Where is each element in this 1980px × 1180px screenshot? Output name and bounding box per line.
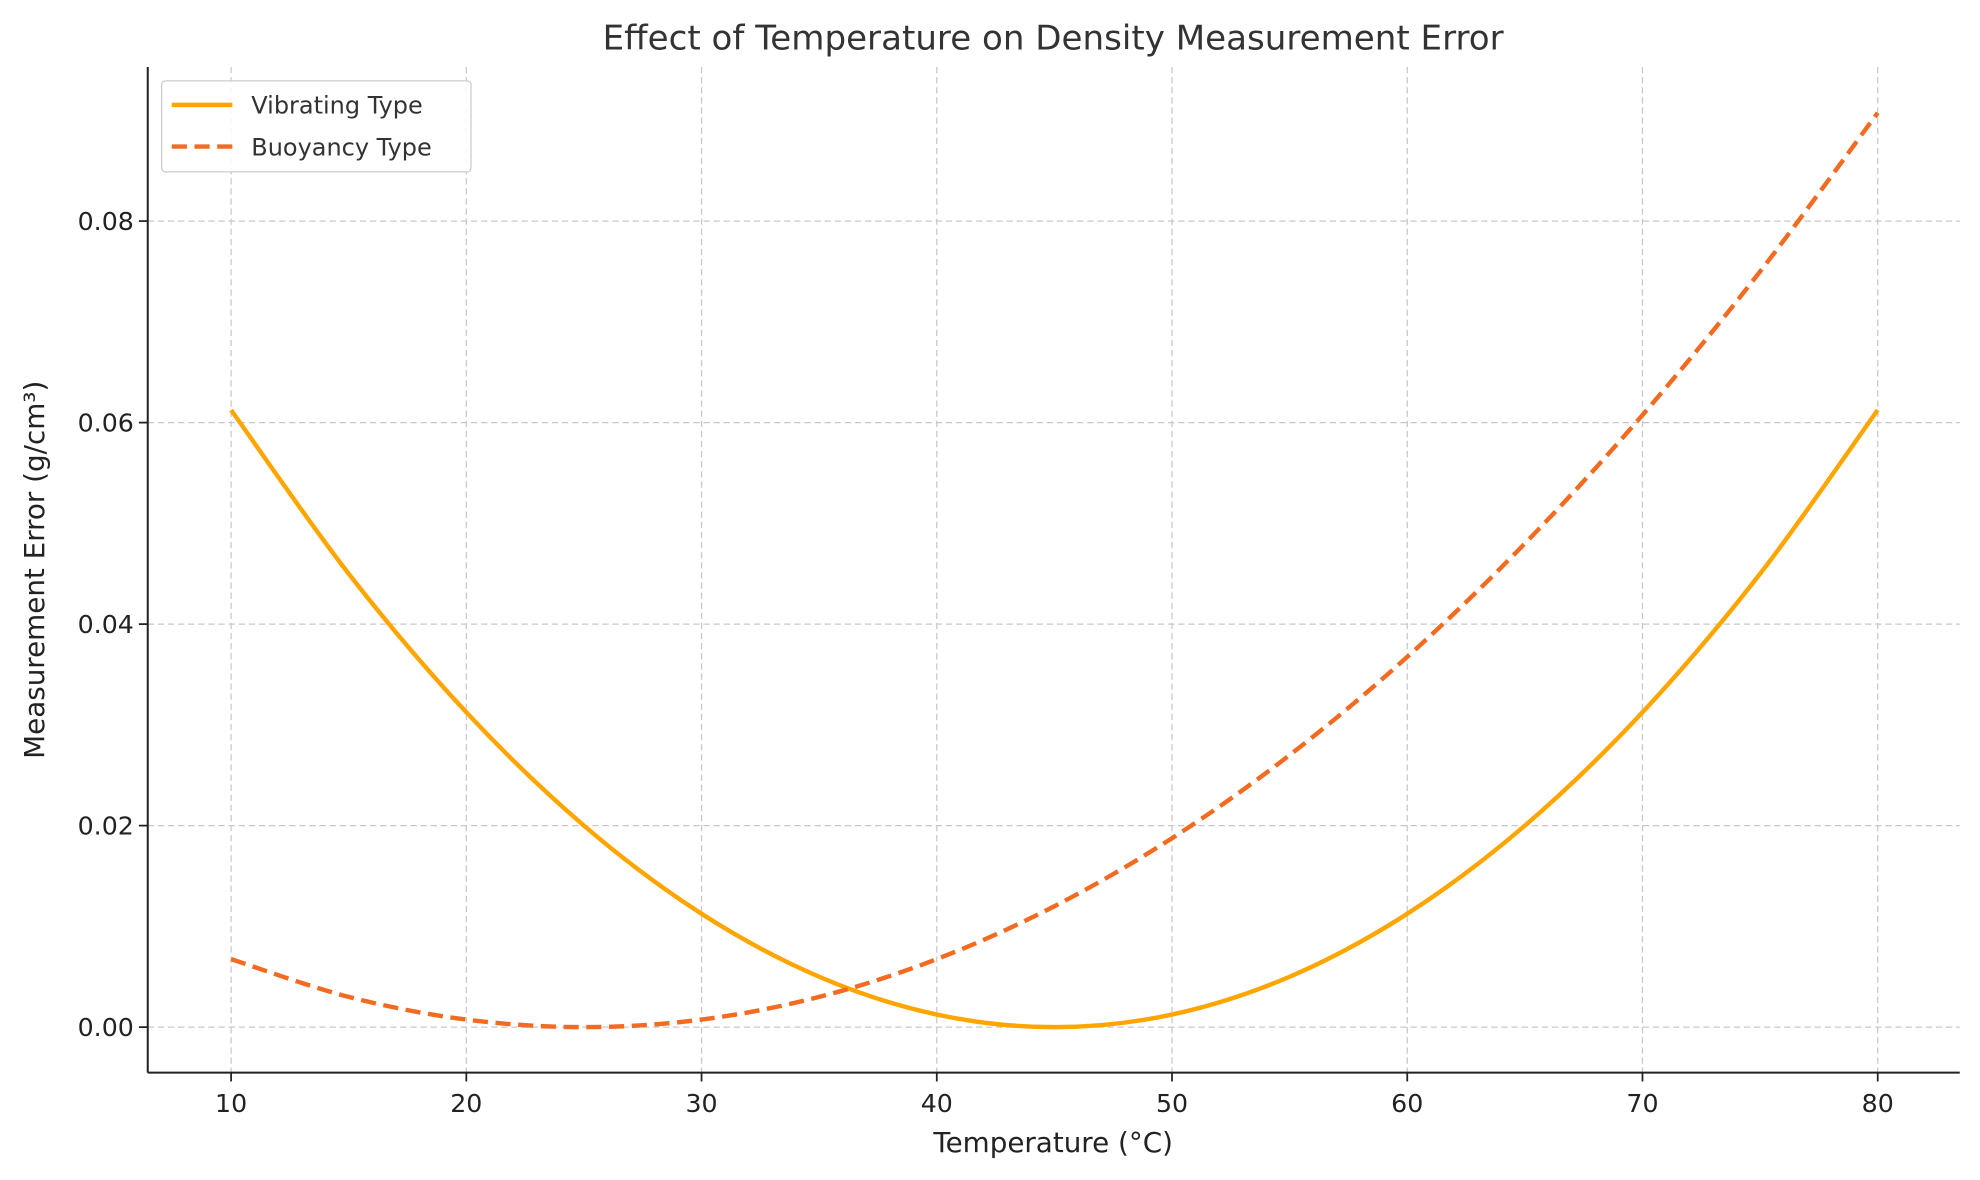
x-tick-label: 70 bbox=[1626, 1089, 1658, 1118]
x-tick-label: 30 bbox=[685, 1089, 717, 1118]
legend-box bbox=[161, 80, 472, 173]
series-lines bbox=[229, 111, 1880, 1030]
y-tick-label: 0.06 bbox=[78, 408, 134, 437]
chart-title: Effect of Temperature on Density Measure… bbox=[603, 18, 1505, 58]
grid bbox=[147, 66, 1960, 1073]
y-ticks: 0.00 0.02 0.04 0.06 0.08 bbox=[78, 207, 148, 1042]
x-ticks: 10 20 30 40 50 60 70 80 bbox=[215, 1072, 1894, 1118]
axes bbox=[146, 66, 1960, 1074]
x-tick-label: 10 bbox=[215, 1089, 247, 1118]
x-tick-label: 40 bbox=[921, 1089, 953, 1118]
y-tick-label: 0.08 bbox=[78, 207, 134, 236]
series-line-1 bbox=[230, 111, 1880, 1030]
y-tick-label: 0.00 bbox=[78, 1013, 134, 1042]
x-axis-label: Temperature (°C) bbox=[932, 1126, 1173, 1159]
series-line-0 bbox=[229, 408, 1880, 1030]
legend-label: Buoyancy Type bbox=[251, 133, 431, 161]
x-tick-label: 60 bbox=[1391, 1089, 1423, 1118]
y-axis-label: Measurement Error (g/cm³) bbox=[18, 381, 51, 759]
y-tick-label: 0.04 bbox=[78, 610, 134, 639]
x-tick-label: 80 bbox=[1862, 1089, 1894, 1118]
legend: Vibrating Type Buoyancy Type bbox=[161, 80, 472, 173]
legend-label: Vibrating Type bbox=[251, 92, 423, 120]
x-tick-label: 20 bbox=[450, 1089, 482, 1118]
y-tick-label: 0.02 bbox=[78, 811, 134, 840]
x-tick-label: 50 bbox=[1156, 1089, 1188, 1118]
